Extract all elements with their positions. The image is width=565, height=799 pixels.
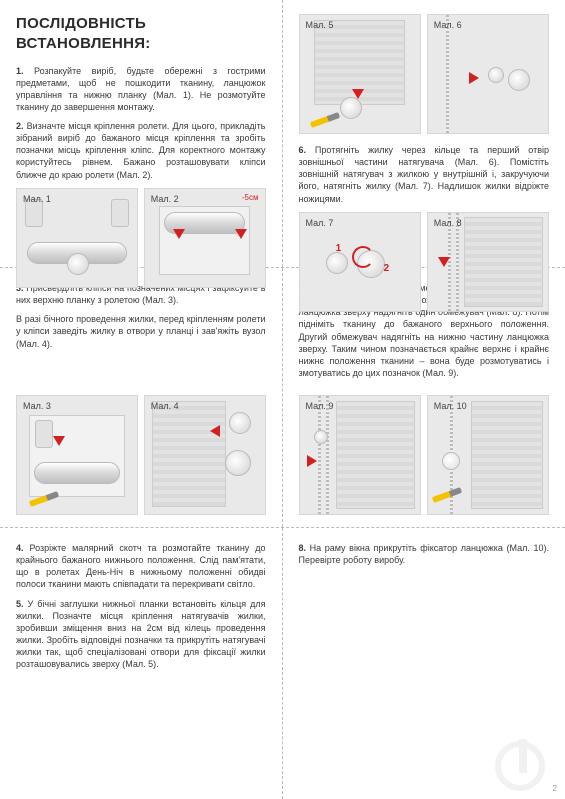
col-1-left: ПОСЛІДОВНІСТЬ ВСТАНОВЛЕННЯ: 1. Розпакуйт… [0,0,283,267]
figure-label: Мал. 3 [23,400,51,412]
figure-m1: Мал. 1 [16,188,138,288]
col-3-left: 4. Розріжте малярний скотч та розмотайте… [0,528,283,799]
figure-m2: Мал. 2 -5см [144,188,266,288]
figure-m4: Мал. 4 [144,395,266,515]
page: ПОСЛІДОВНІСТЬ ВСТАНОВЛЕННЯ: 1. Розпакуйт… [0,0,565,799]
figrow-m9-m10: Мал. 9 Мал. 10 [299,395,550,515]
figure-m8: Мал. 8 [427,212,549,312]
figure-label: Мал. 10 [434,400,467,412]
step-5: 5. У бічні заглушки нижньої планки встан… [16,598,266,671]
row-1: ПОСЛІДОВНІСТЬ ВСТАНОВЛЕННЯ: 1. Розпакуйт… [0,0,565,268]
col-2-left: 3. Присвердліть кліпси на позначених міс… [0,268,283,527]
figrow-m5-m6: Мал. 5 Мал. 6 [299,14,550,134]
figure-m7: Мал. 7 1 2 [299,212,421,312]
watermark-icon [495,741,545,791]
step-1-lead: 1. [16,66,24,76]
step-2-text: Визначте місця кріплення ролети. Для цьо… [16,121,266,180]
figure-label: Мал. 2 [151,193,179,205]
step-5-text: У бічні заглушки нижньої планки встанові… [16,599,266,670]
step-6-text: Протягніть жилку через кільце та перший … [299,145,550,204]
step-8: 8. На раму вікна прикрутіть фіксатор лан… [299,542,550,566]
figure-label: Мал. 5 [306,19,334,31]
step-1-text: Розпакуйте виріб, будьте обережні з гост… [16,66,266,112]
figure-label: Мал. 1 [23,193,51,205]
step-3b: В разі бічного проведення жилки, перед к… [16,313,266,349]
figure-label: Мал. 8 [434,217,462,229]
step-8-text: На раму вікна прикрутіть фіксатор ланцюж… [299,543,550,565]
step-8-lead: 8. [299,543,307,553]
dim-5cm: -5см [242,193,259,204]
figure-m3: Мал. 3 [16,395,138,515]
step-4: 4. Розріжте малярний скотч та розмотайте… [16,542,266,591]
step-1: 1. Розпакуйте виріб, будьте обережні з г… [16,65,266,114]
callout-2: 2 [384,262,390,276]
callout-1: 1 [336,242,342,256]
step-6-lead: 6. [299,145,307,155]
page-title: ПОСЛІДОВНІСТЬ ВСТАНОВЛЕННЯ: [16,14,266,55]
page-number: 2 [553,784,557,795]
figure-label: Мал. 7 [306,217,334,229]
step-4-text: Розріжте малярний скотч та розмотайте тк… [16,543,266,589]
figure-m10: Мал. 10 [427,395,549,515]
step-4-lead: 4. [16,543,24,553]
figure-m9: Мал. 9 [299,395,421,515]
step-6: 6. Протягніть жилку через кільце та перш… [299,144,550,205]
figure-m6: Мал. 6 [427,14,549,134]
step-5-lead: 5. [16,599,24,609]
col-1-right: Мал. 5 Мал. 6 6. Протягніть жилку через … [283,0,565,267]
row-3: 4. Розріжте малярний скотч та розмотайте… [0,528,565,799]
col-3-right: 8. На раму вікна прикрутіть фіксатор лан… [283,528,565,799]
figure-label: Мал. 6 [434,19,462,31]
step-2-lead: 2. [16,121,24,131]
figure-m5: Мал. 5 [299,14,421,134]
step-2: 2. Визначте місця кріплення ролети. Для … [16,120,266,181]
figure-label: Мал. 4 [151,400,179,412]
figrow-m3-m4: Мал. 3 Мал. 4 [16,395,266,515]
figure-label: Мал. 9 [306,400,334,412]
